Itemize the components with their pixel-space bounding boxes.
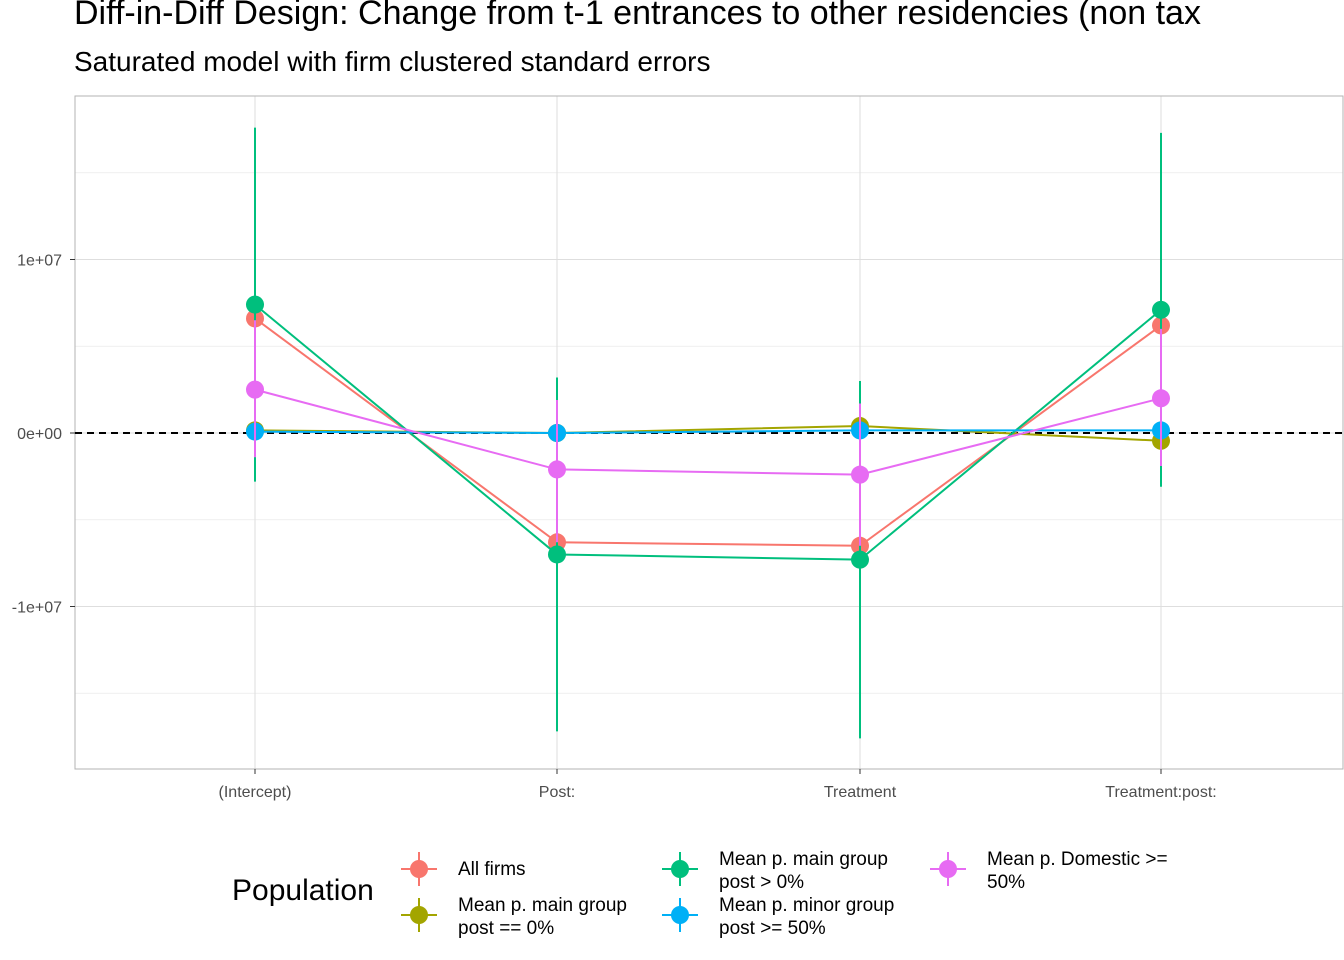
legend-key-0 <box>401 852 437 886</box>
legend-key-3 <box>662 898 698 932</box>
data-point <box>246 295 264 314</box>
y-tick-label: -1e+07 <box>12 600 62 617</box>
legend-key-4 <box>930 852 966 886</box>
x-tick-label: Treatment:post: <box>1105 784 1216 801</box>
y-axis-ticks: 1e+07 0e+00 -1e+07 <box>12 253 75 617</box>
legend-key-dot <box>939 860 957 878</box>
chart-subtitle: Saturated model with firm clustered stan… <box>74 46 711 77</box>
legend-key-dot <box>671 906 689 924</box>
x-tick-label: Treatment <box>824 784 897 801</box>
legend-key-dot <box>410 906 428 924</box>
chart-title: Diff-in-Diff Design: Change from t-1 ent… <box>74 0 1201 32</box>
data-point <box>548 460 566 479</box>
data-point <box>851 550 869 569</box>
legend-label-main-zero: Mean p. main group post == 0% <box>458 895 627 939</box>
data-series <box>246 127 1170 739</box>
data-point <box>1152 389 1170 408</box>
legend-title: Population <box>232 874 374 907</box>
series-line <box>254 388 1162 476</box>
x-axis-ticks: (Intercept) Post: Treatment Treatment:post: <box>219 769 1217 801</box>
legend-key-1 <box>401 898 437 932</box>
legend-keys <box>401 852 966 932</box>
data-point <box>548 545 566 564</box>
y-tick-label: 0e+00 <box>17 426 62 443</box>
x-tick-label: Post: <box>539 784 575 801</box>
y-tick-label: 1e+07 <box>17 253 62 270</box>
legend-key-dot <box>410 860 428 878</box>
legend-label-main-positive: Mean p. main group post > 0% <box>719 849 888 893</box>
data-point <box>246 380 264 399</box>
series-4 <box>246 320 1170 546</box>
legend-key-dot <box>671 860 689 878</box>
legend-label-domestic-50: Mean p. Domestic >= 50% <box>987 849 1168 893</box>
legend-key-2 <box>662 852 698 886</box>
data-point <box>851 465 869 484</box>
data-point <box>1152 300 1170 319</box>
x-tick-label: (Intercept) <box>219 784 292 801</box>
legend-label-all-firms: All firms <box>458 859 526 880</box>
series-line <box>254 429 1161 435</box>
legend-label-minor-50: Mean p. minor group post >= 50% <box>719 895 895 939</box>
